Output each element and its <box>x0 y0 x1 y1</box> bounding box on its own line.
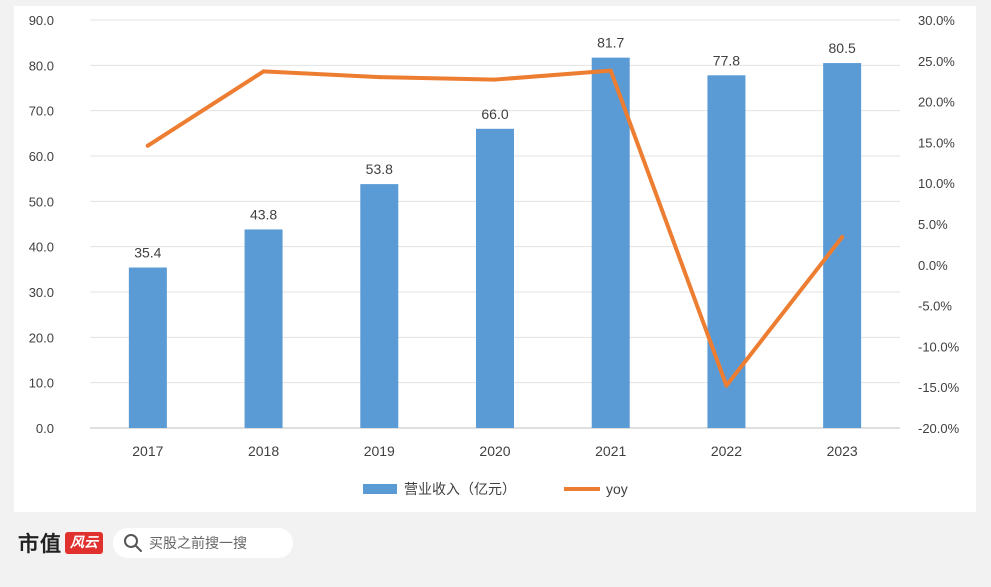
bar <box>476 128 514 429</box>
y-right-tick-label: -15.0% <box>918 380 960 395</box>
bar <box>244 229 283 428</box>
y-left-tick-label: 60.0 <box>29 149 54 164</box>
y-right-tick-label: 20.0% <box>918 95 955 110</box>
y-left-tick-label: 10.0 <box>29 376 54 391</box>
yoy-point <box>145 143 150 148</box>
y-left-tick-label: 0.0 <box>36 421 54 436</box>
y-right-tick-label: 30.0% <box>918 13 955 28</box>
y-left-tick-label: 80.0 <box>29 58 54 73</box>
y-left-tick-label: 20.0 <box>29 330 54 345</box>
bar-data-label: 80.5 <box>829 40 856 56</box>
legend-line-label: yoy <box>606 481 628 497</box>
x-tick-label: 2017 <box>132 443 163 459</box>
x-tick-label: 2018 <box>248 443 279 459</box>
footer-bar: 市值 风云 买股之前搜一搜 <box>18 523 293 563</box>
bar-data-label: 81.7 <box>597 35 624 51</box>
yoy-point <box>840 235 845 240</box>
x-tick-label: 2020 <box>479 443 510 459</box>
y-left-tick-label: 40.0 <box>29 240 54 255</box>
y-right-tick-label: 0.0% <box>918 258 948 273</box>
legend-bar-label: 营业收入（亿元） <box>404 481 516 497</box>
y-right-tick-label: 10.0% <box>918 176 955 191</box>
brand-logo-mark[interactable]: 风云 <box>65 532 103 554</box>
bar <box>128 267 167 428</box>
bar-data-label: 77.8 <box>713 52 740 68</box>
bar <box>360 184 399 428</box>
search-placeholder: 买股之前搜一搜 <box>149 536 247 552</box>
yoy-point <box>724 383 729 388</box>
y-right-tick-label: 15.0% <box>918 135 955 150</box>
y-left-tick-label: 90.0 <box>29 13 54 28</box>
y-right-tick-label: -10.0% <box>918 339 960 354</box>
y-left-tick-label: 30.0 <box>29 285 54 300</box>
x-tick-label: 2021 <box>595 443 626 459</box>
bar-data-label: 53.8 <box>366 161 393 177</box>
x-tick-label: 2022 <box>711 443 742 459</box>
yoy-point <box>608 68 613 73</box>
yoy-point <box>493 77 497 82</box>
y-left-tick-label: 50.0 <box>29 194 54 209</box>
chart-card: 0.0 10.0 20.0 30.0 40.0 50.0 60.0 70.0 80.0 90.0 -… <box>14 6 976 512</box>
x-tick-label: 2023 <box>827 443 858 459</box>
yoy-point <box>377 75 382 80</box>
revenue-yoy-chart: 0.0 10.0 20.0 30.0 40.0 50.0 60.0 70.0 80.0 90.0 -… <box>29 13 960 497</box>
y-right-tick-label: 5.0% <box>918 217 948 232</box>
brand-logo-text[interactable]: 市值 <box>18 531 62 556</box>
legend-bar-swatch <box>363 484 397 494</box>
y-right-tick-label: 25.0% <box>918 54 955 69</box>
bar-data-label: 35.4 <box>134 245 161 261</box>
bar <box>707 75 746 428</box>
search-box[interactable]: 买股之前搜一搜 <box>113 528 293 558</box>
y-left-tick-label: 70.0 <box>29 104 54 119</box>
bar-data-label: 66.0 <box>481 106 508 122</box>
yoy-point <box>261 69 266 74</box>
x-tick-label: 2019 <box>364 443 395 459</box>
bar <box>591 57 630 428</box>
y-right-tick-label: -5.0% <box>918 299 952 314</box>
bar-data-label: 43.8 <box>250 206 277 222</box>
y-right-tick-label: -20.0% <box>918 421 960 436</box>
search-icon <box>123 533 143 553</box>
bar <box>823 63 862 429</box>
